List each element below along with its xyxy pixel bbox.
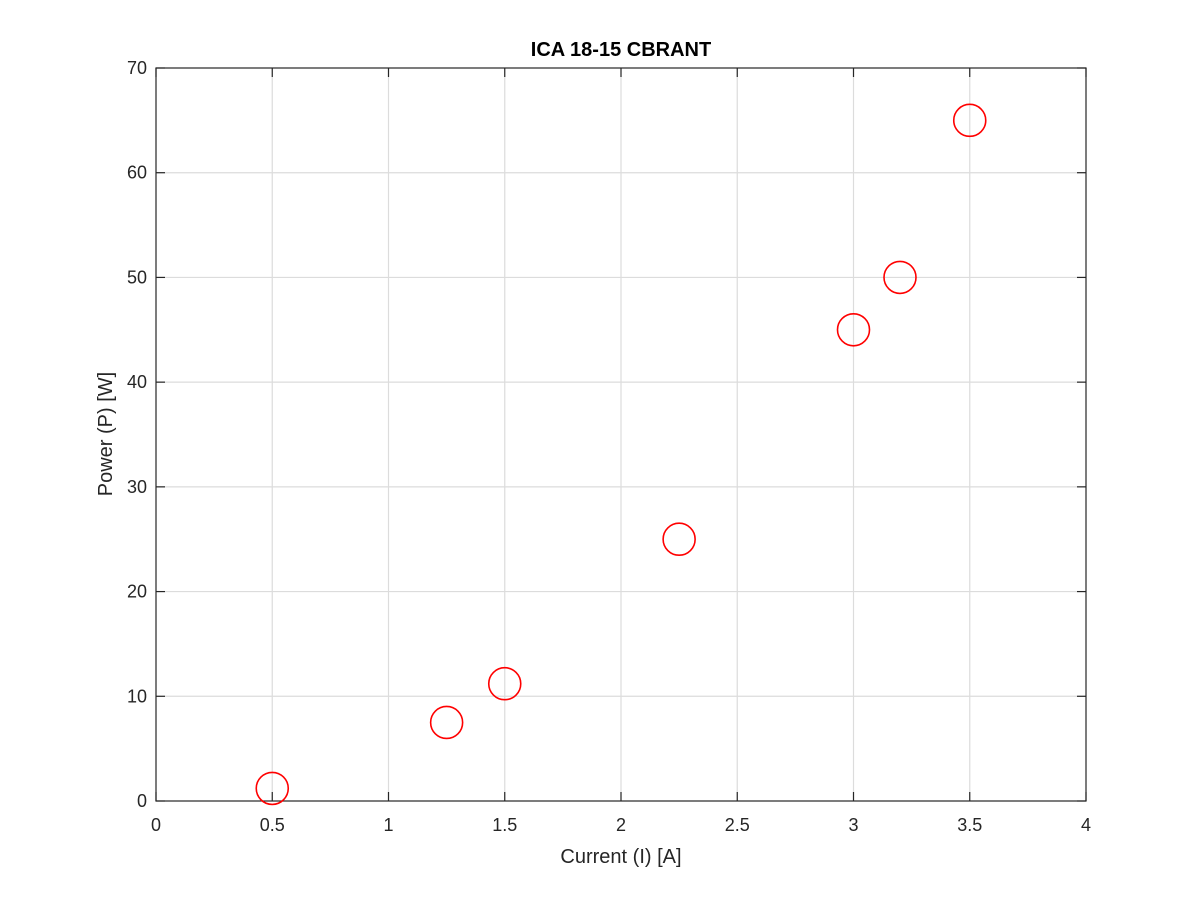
y-tick-label: 10 <box>127 686 147 706</box>
x-tick-label: 2.5 <box>725 815 750 835</box>
x-tick-label: 1.5 <box>492 815 517 835</box>
x-tick-labels: 0 0.5 1 1.5 2 2.5 3 3.5 4 <box>151 815 1091 835</box>
y-tick-labels: 0 10 20 30 40 50 60 70 <box>127 58 147 811</box>
x-tick-label: 2 <box>616 815 626 835</box>
y-tick-label: 20 <box>127 582 147 602</box>
y-tick-label: 40 <box>127 372 147 392</box>
data-point <box>487 666 522 701</box>
y-tick-label: 50 <box>127 267 147 287</box>
x-tick-label: 4 <box>1081 815 1091 835</box>
data-point <box>952 103 987 138</box>
y-axis-title: Power (P) [W] <box>95 372 117 496</box>
y-tick-label: 60 <box>127 163 147 183</box>
x-tick-label: 3.5 <box>957 815 982 835</box>
y-tick-label: 30 <box>127 477 147 497</box>
data-point <box>836 312 871 347</box>
x-tick-label: 3 <box>848 815 858 835</box>
data-point <box>662 522 696 557</box>
x-tick-label: 1 <box>383 815 393 835</box>
axis-ticks <box>155 67 1087 802</box>
y-tick-label: 0 <box>137 791 147 811</box>
x-tick-label: 0 <box>151 815 161 835</box>
data-point <box>883 260 917 295</box>
grid <box>156 68 1086 801</box>
y-tick-label: 70 <box>127 58 147 78</box>
x-tick-label: 0.5 <box>260 815 285 835</box>
data-point <box>255 771 290 806</box>
x-axis-title: Current (I) [A] <box>560 846 681 868</box>
chart-title: ICA 18-15 CBRANT <box>531 39 711 61</box>
data-points <box>255 103 987 806</box>
data-point <box>429 705 464 740</box>
